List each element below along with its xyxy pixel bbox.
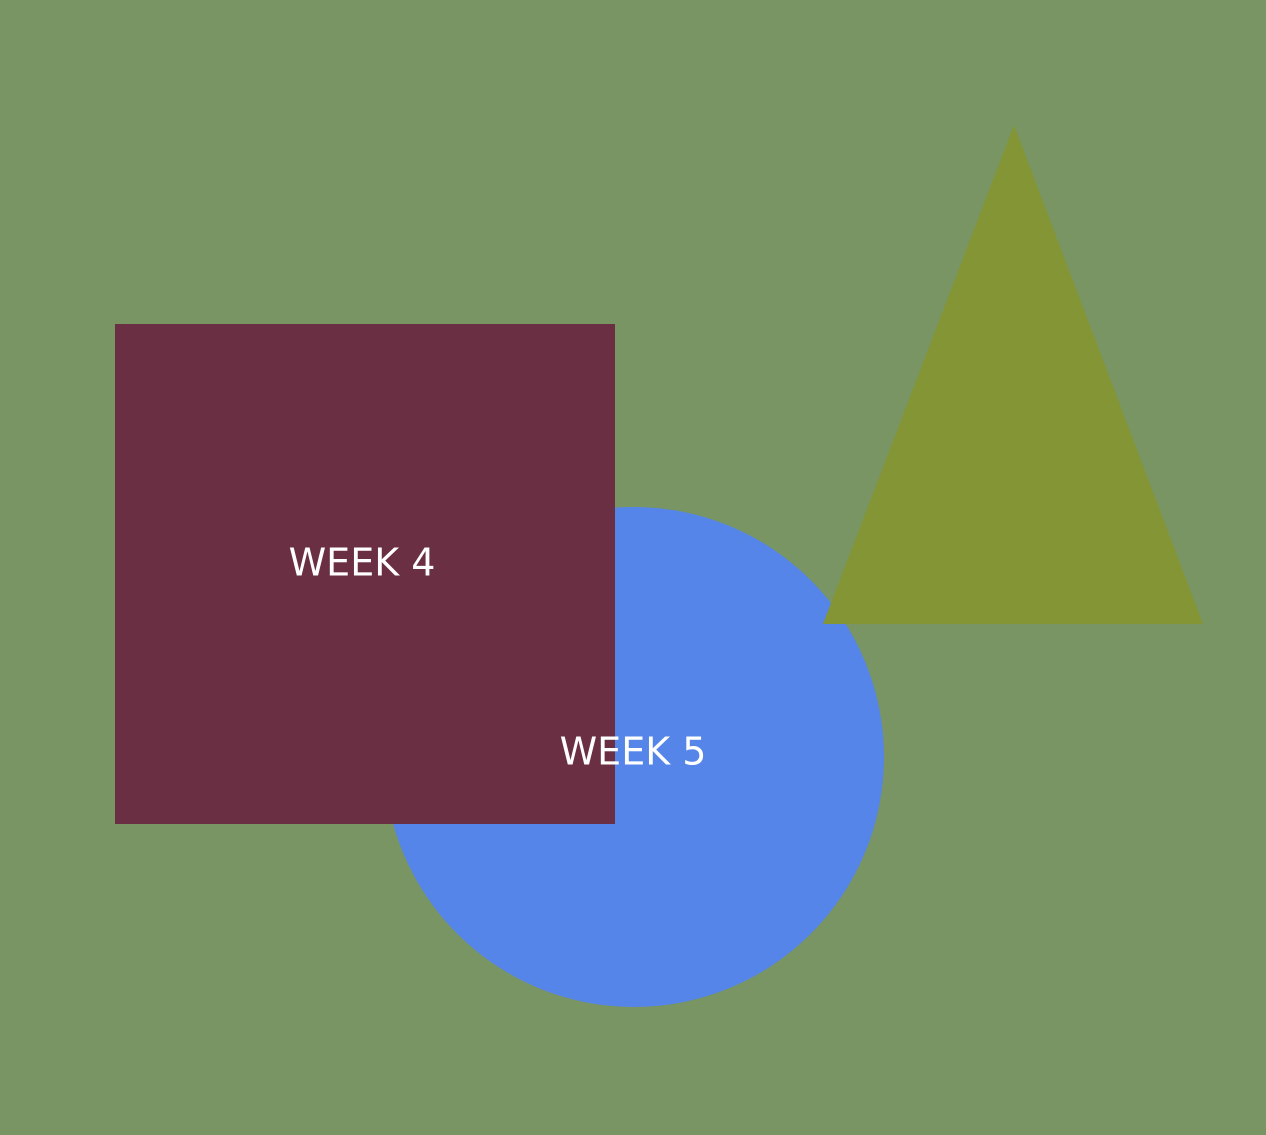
- square-shape: [115, 324, 615, 824]
- circle-label: WEEK 5: [560, 730, 707, 774]
- triangle-shape: [823, 125, 1203, 624]
- square-label: WEEK 4: [289, 541, 436, 585]
